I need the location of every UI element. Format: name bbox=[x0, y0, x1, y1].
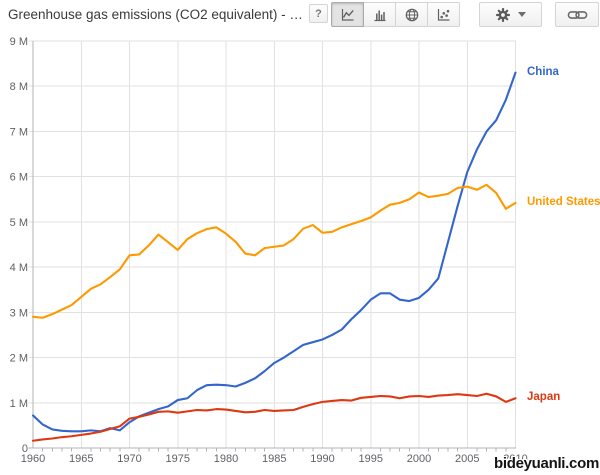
svg-text:8 M: 8 M bbox=[10, 81, 28, 93]
svg-text:1 M: 1 M bbox=[10, 398, 28, 410]
svg-text:1975: 1975 bbox=[166, 453, 190, 465]
series-label-china: China bbox=[527, 65, 559, 78]
scatter-chart-icon bbox=[437, 8, 449, 21]
scatter-chart-button[interactable] bbox=[427, 2, 460, 27]
gear-icon bbox=[496, 7, 510, 22]
svg-text:1980: 1980 bbox=[214, 453, 238, 465]
svg-text:1985: 1985 bbox=[262, 453, 286, 465]
link-icon bbox=[567, 10, 587, 19]
svg-text:9 M: 9 M bbox=[10, 36, 28, 48]
settings-button[interactable] bbox=[479, 2, 542, 27]
line-chart-button[interactable] bbox=[331, 2, 364, 27]
series-line-united-states[interactable] bbox=[31, 183, 517, 319]
line-chart-icon bbox=[341, 8, 354, 21]
series-label-united-states: United States bbox=[527, 195, 600, 208]
series-line-japan[interactable] bbox=[31, 392, 517, 442]
axis-tick-labels: 0 1 M 2 M 3 M 4 M 5 M 6 M 7 M 8 M 9 M 1960 1965 1970… bbox=[10, 36, 528, 465]
svg-text:1995: 1995 bbox=[359, 453, 383, 465]
bar-chart-icon bbox=[374, 10, 385, 21]
caret-down-icon bbox=[518, 12, 526, 17]
svg-text:1970: 1970 bbox=[117, 453, 141, 465]
svg-text:0: 0 bbox=[22, 443, 28, 455]
svg-text:1965: 1965 bbox=[69, 453, 93, 465]
gridlines bbox=[28, 40, 516, 448]
chart-type-switcher bbox=[331, 2, 460, 27]
svg-text:2 M: 2 M bbox=[10, 353, 28, 365]
svg-text:7 M: 7 M bbox=[10, 126, 28, 138]
axes bbox=[28, 41, 516, 452]
svg-text:1960: 1960 bbox=[21, 453, 45, 465]
svg-text:2000: 2000 bbox=[407, 453, 431, 465]
page-title: Greenhouse gas emissions (CO2 equivalent… bbox=[8, 7, 303, 22]
share-link-button[interactable] bbox=[555, 2, 599, 27]
svg-text:5 M: 5 M bbox=[10, 217, 28, 229]
help-button[interactable]: ? bbox=[309, 4, 328, 23]
svg-text:3 M: 3 M bbox=[10, 307, 28, 319]
bar-chart-button[interactable] bbox=[363, 2, 396, 27]
series-label-japan: Japan bbox=[527, 391, 561, 404]
watermark: bideyuanli.com bbox=[494, 455, 599, 472]
map-chart-icon bbox=[405, 8, 418, 21]
svg-text:6 M: 6 M bbox=[10, 172, 28, 184]
svg-text:1990: 1990 bbox=[310, 453, 334, 465]
svg-text:2005: 2005 bbox=[455, 453, 479, 465]
svg-text:4 M: 4 M bbox=[10, 262, 28, 274]
svg-text:2010: 2010 bbox=[503, 453, 527, 465]
